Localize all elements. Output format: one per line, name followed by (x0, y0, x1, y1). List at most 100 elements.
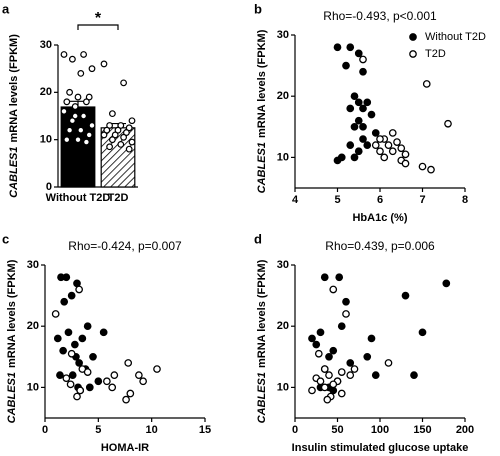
data-point (59, 346, 67, 355)
data-point (74, 93, 82, 101)
data-point (62, 374, 71, 383)
data-point (320, 383, 329, 392)
data-point (68, 371, 77, 380)
data-point (83, 322, 92, 331)
data-point (346, 359, 355, 367)
data-point (371, 141, 380, 150)
data-point (329, 346, 338, 355)
data-point (444, 119, 452, 128)
data-point (346, 371, 355, 380)
data-point (67, 349, 76, 358)
data-point (418, 162, 427, 171)
y-axis-label: CABLES1 mRNA levels (FPKM) (6, 259, 18, 423)
data-point (316, 377, 325, 386)
x-axis-label: HbA1c (%) (352, 212, 407, 224)
data-point (117, 140, 125, 148)
y-axis-label-text: mRNA levels (FPKM) (256, 29, 268, 138)
data-point (68, 117, 76, 125)
data-point (359, 67, 367, 76)
y-tick-label: 20 (27, 320, 39, 332)
x-tick-label: 5 (334, 194, 340, 206)
data-point (371, 371, 380, 380)
data-point (346, 104, 355, 113)
significance-bracket (77, 24, 119, 30)
y-tick-label: 10 (277, 151, 289, 163)
data-point (342, 61, 350, 70)
x-tick-label: 50 (331, 424, 343, 436)
x-tick-label: 5 (95, 424, 101, 436)
chart-title: Rho=-0.493, p<0.001 (323, 9, 437, 23)
y-axis-label: CABLES1 mRNA levels (FPKM) (256, 29, 268, 193)
x-tick-label: T2D (108, 192, 129, 204)
data-point (333, 156, 342, 165)
data-point (85, 383, 94, 392)
y-tick-label: 20 (277, 90, 289, 102)
data-point (114, 126, 122, 134)
bar (60, 106, 96, 188)
data-point (80, 112, 87, 120)
data-point (422, 80, 431, 88)
data-point (380, 153, 389, 162)
data-point (442, 279, 451, 288)
data-point (354, 49, 363, 58)
data-point (71, 340, 79, 349)
x-tick-label: 4 (292, 194, 299, 206)
data-point (376, 135, 384, 143)
data-point (120, 133, 127, 141)
data-point (388, 147, 397, 156)
data-point (73, 392, 81, 401)
data-point (78, 334, 87, 343)
data-point (388, 129, 397, 137)
data-point (108, 136, 116, 144)
data-point (342, 297, 350, 306)
data-point (82, 98, 90, 106)
y-tick-label: 10 (277, 381, 289, 393)
data-point (63, 98, 71, 106)
y-tick-label: 20 (40, 86, 52, 98)
data-point (363, 141, 372, 150)
y-tick-label: 10 (27, 381, 39, 393)
data-point (337, 322, 346, 331)
data-point (66, 126, 73, 134)
data-point (350, 122, 359, 131)
data-point (350, 92, 359, 101)
chart-title: Rho=-0.424, p=0.007 (68, 239, 182, 253)
data-point (77, 126, 85, 134)
data-point (371, 129, 380, 137)
data-point (75, 285, 83, 294)
y-tick-label: 30 (277, 29, 289, 41)
data-point (120, 79, 127, 87)
data-point (66, 380, 75, 389)
data-point (363, 98, 372, 107)
x-tick-label: 7 (419, 194, 425, 206)
data-point (56, 371, 64, 380)
data-point (427, 165, 435, 174)
data-point (67, 291, 76, 300)
data-point (125, 124, 133, 132)
x-tick-label: 0 (292, 424, 298, 436)
data-point (312, 340, 321, 349)
data-point (66, 88, 73, 96)
data-point (314, 349, 323, 358)
legend-marker (409, 33, 417, 41)
data-point (329, 285, 338, 294)
x-axis-label: in adipocytes (fl/cell/s) (321, 455, 439, 456)
y-axis-label-gene: CABLES1 (8, 147, 20, 198)
data-point (335, 273, 344, 282)
data-point (100, 60, 108, 68)
data-point (94, 377, 103, 386)
data-point (418, 328, 427, 337)
data-point (384, 359, 393, 367)
x-tick-label: 150 (413, 424, 431, 436)
data-point (359, 122, 367, 131)
data-point (337, 368, 346, 376)
data-point (350, 365, 359, 373)
data-point (153, 365, 161, 373)
y-tick-label: 0 (46, 181, 52, 193)
data-point (111, 131, 119, 139)
data-point (85, 93, 93, 101)
data-point (85, 131, 93, 139)
data-point (60, 51, 68, 58)
data-point (359, 135, 367, 143)
